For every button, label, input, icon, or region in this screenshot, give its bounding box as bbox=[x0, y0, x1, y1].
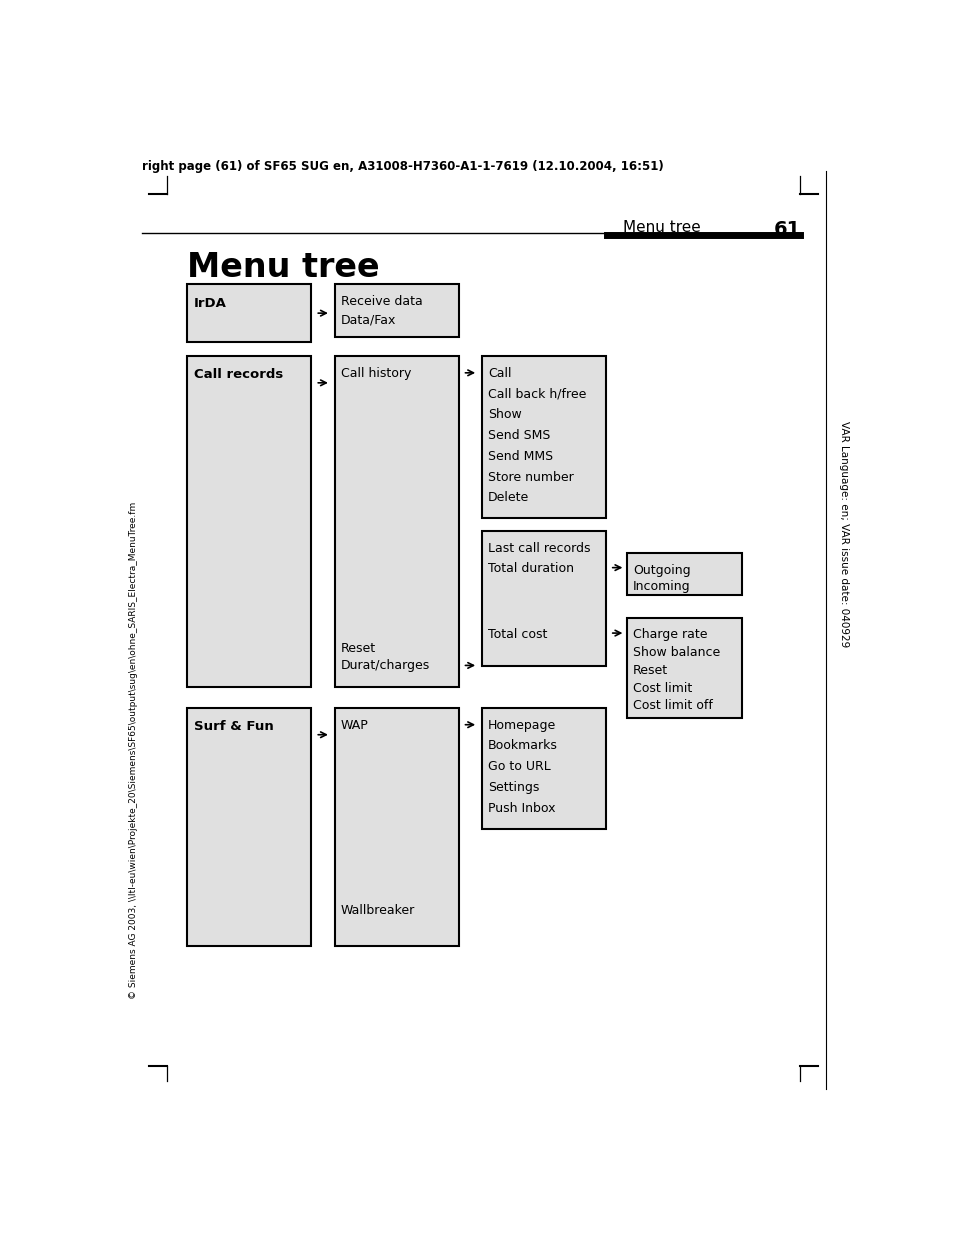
Text: Menu tree: Menu tree bbox=[622, 221, 700, 235]
Text: Settings: Settings bbox=[488, 781, 539, 794]
Bar bbox=[626, 618, 740, 718]
Text: Incoming: Incoming bbox=[633, 579, 690, 593]
Text: WAP: WAP bbox=[340, 719, 368, 731]
Text: Send SMS: Send SMS bbox=[488, 429, 550, 442]
Text: Call records: Call records bbox=[193, 369, 283, 381]
Text: Wallbreaker: Wallbreaker bbox=[340, 905, 415, 917]
Text: right page (61) of SF65 SUG en, A31008-H7360-A1-1-7619 (12.10.2004, 16:51): right page (61) of SF65 SUG en, A31008-H… bbox=[142, 161, 663, 173]
Text: VAR Language: en; VAR issue date: 040929: VAR Language: en; VAR issue date: 040929 bbox=[838, 421, 848, 648]
Text: Charge rate: Charge rate bbox=[633, 628, 707, 642]
Text: Durat/charges: Durat/charges bbox=[340, 659, 430, 673]
Text: Show balance: Show balance bbox=[633, 647, 720, 659]
Text: © Siemens AG 2003, \\ltl-eu\wien\Projekte_20\Siemens\SF65\output\sug\en\ohne_SAR: © Siemens AG 2003, \\ltl-eu\wien\Projekt… bbox=[129, 501, 137, 999]
Text: Total duration: Total duration bbox=[488, 562, 574, 576]
Text: Surf & Fun: Surf & Fun bbox=[193, 720, 274, 733]
Text: 61: 61 bbox=[773, 221, 801, 239]
Text: Outgoing: Outgoing bbox=[633, 563, 690, 577]
Bar bbox=[335, 284, 458, 336]
Text: Delete: Delete bbox=[488, 491, 529, 505]
Text: Last call records: Last call records bbox=[488, 542, 590, 556]
Text: Receive data: Receive data bbox=[340, 295, 422, 308]
Text: Cost limit: Cost limit bbox=[633, 682, 692, 694]
Bar bbox=[335, 708, 458, 947]
Bar bbox=[187, 356, 311, 687]
Text: Total cost: Total cost bbox=[488, 628, 547, 640]
Text: Menu tree: Menu tree bbox=[187, 252, 379, 284]
Bar bbox=[481, 356, 605, 517]
Text: Call history: Call history bbox=[340, 366, 411, 380]
Bar bbox=[335, 356, 458, 687]
Text: Bookmarks: Bookmarks bbox=[488, 739, 558, 753]
Text: Store number: Store number bbox=[488, 471, 574, 483]
Text: Reset: Reset bbox=[633, 664, 667, 677]
Bar bbox=[187, 284, 311, 341]
Bar bbox=[187, 708, 311, 947]
Text: Reset: Reset bbox=[340, 643, 375, 655]
Text: Push Inbox: Push Inbox bbox=[488, 801, 555, 815]
Text: Call back h/free: Call back h/free bbox=[488, 388, 586, 400]
Text: Call: Call bbox=[488, 366, 511, 380]
Text: Cost limit off: Cost limit off bbox=[633, 699, 712, 713]
Bar bbox=[626, 553, 740, 596]
Text: Data/Fax: Data/Fax bbox=[340, 314, 395, 326]
Text: IrDA: IrDA bbox=[193, 297, 226, 309]
Text: Show: Show bbox=[488, 409, 521, 421]
Text: Homepage: Homepage bbox=[488, 719, 556, 731]
Bar bbox=[481, 708, 605, 830]
Text: Go to URL: Go to URL bbox=[488, 760, 550, 773]
Text: Send MMS: Send MMS bbox=[488, 450, 553, 462]
Bar bbox=[481, 532, 605, 667]
